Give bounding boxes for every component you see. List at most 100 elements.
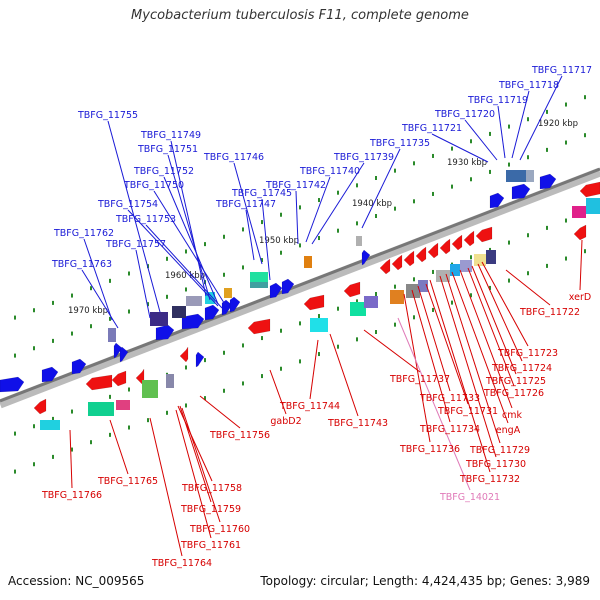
gene-label-forward: TBFG_11749	[140, 130, 201, 141]
forward-gene-arrow	[113, 342, 123, 359]
gene-label-reverse: TBFG_11729	[469, 445, 530, 456]
tick-mark	[299, 243, 301, 248]
reverse-gene-arrow	[85, 374, 113, 391]
leader-line	[181, 407, 221, 523]
reverse-gene-arrow	[33, 398, 47, 415]
leader-line	[109, 419, 129, 475]
leader-line	[261, 198, 271, 281]
tick-mark	[128, 425, 130, 430]
tick-mark	[337, 228, 339, 233]
reverse-gene-arrow	[579, 181, 600, 198]
tick-mark	[375, 330, 377, 334]
tick-mark	[375, 176, 377, 180]
gene-label-forward: TBFG_11751	[137, 144, 198, 155]
gene-label-reverse: TBFG_11761	[180, 540, 241, 551]
feature-block	[506, 170, 526, 182]
feature-block	[186, 296, 202, 306]
gene-label-forward: TBFG_11718	[498, 80, 559, 91]
leader-line	[477, 263, 523, 362]
tick-mark	[470, 255, 472, 260]
tick-mark	[318, 236, 320, 241]
tick-mark	[432, 191, 434, 196]
kbp-label: 1960 kbp	[165, 271, 205, 281]
gene-label-forward: TBFG_11740	[299, 166, 360, 177]
leader-line	[481, 261, 529, 347]
feature-block	[526, 170, 534, 182]
forward-gene-arrow	[71, 358, 87, 375]
kbp-label: 1950 kbp	[259, 236, 299, 246]
tick-mark	[204, 358, 206, 363]
gene-label-reverse: TBFG_11758	[181, 483, 242, 494]
tick-mark	[52, 416, 54, 421]
accession-text: Accession: NC_009565	[8, 574, 145, 588]
leader-line	[245, 209, 255, 261]
gene-label-reverse: TBFG_11725	[485, 376, 546, 387]
tick-mark	[33, 462, 35, 467]
forward-gene-arrow	[41, 366, 59, 383]
tick-mark	[413, 277, 415, 282]
tick-mark	[337, 344, 339, 349]
tick-mark	[185, 287, 187, 292]
reverse-gene-arrow	[179, 346, 189, 363]
map-title: Mycobacterium tuberculosis F11, complete…	[131, 8, 469, 23]
leader-line	[81, 269, 119, 329]
gene-label-reverse: TBFG_11756	[209, 430, 270, 441]
leader-line	[135, 249, 151, 319]
tick-mark	[356, 221, 358, 226]
tick-mark	[261, 220, 263, 225]
tick-mark	[432, 307, 434, 312]
feature-block	[486, 250, 496, 264]
tick-mark	[375, 292, 377, 296]
tick-mark	[280, 250, 282, 255]
gene-label-reverse: TBFG_11731	[437, 406, 498, 417]
leader-line	[170, 140, 207, 297]
leader-line	[429, 279, 491, 473]
leader-line	[175, 409, 212, 539]
tick-mark	[166, 410, 168, 415]
leader-line	[163, 176, 219, 305]
tick-mark	[299, 205, 301, 210]
gene-label-reverse: cmk	[502, 410, 522, 421]
kbp-label: 1920 kbp	[538, 119, 578, 129]
forward-gene-arrow	[204, 304, 220, 321]
tick-mark	[489, 247, 491, 252]
leader-line	[459, 269, 513, 409]
forward-gene-arrow	[489, 192, 505, 209]
feature-block	[310, 318, 328, 332]
forward-gene-arrow	[269, 282, 283, 299]
feature-block	[572, 206, 586, 218]
reverse-gene-arrow	[379, 258, 391, 275]
tick-mark	[584, 249, 586, 254]
tick-mark	[413, 199, 415, 204]
kbp-label: 1970 kbp	[68, 306, 108, 316]
forward-gene-arrow	[281, 278, 295, 295]
tick-mark	[242, 343, 244, 348]
tick-mark	[185, 249, 187, 254]
gene-label-forward: TBFG_11739	[333, 152, 394, 163]
tick-mark	[90, 324, 92, 329]
tick-mark	[185, 365, 187, 370]
tick-mark	[413, 315, 415, 320]
forward-gene-arrow	[119, 346, 129, 363]
gene-label-forward: TBFG_11763	[51, 259, 112, 270]
tick-mark	[508, 240, 510, 245]
gene-label-forward: TBFG_11750	[123, 180, 184, 191]
gene-label-reverse: TBFG_11726	[483, 388, 544, 399]
tick-mark	[33, 346, 35, 351]
tick-mark	[584, 133, 586, 138]
tick-mark	[565, 140, 567, 145]
tick-mark	[128, 271, 130, 276]
tick-mark	[546, 263, 548, 268]
tick-marks	[14, 95, 586, 474]
tick-mark	[451, 146, 453, 151]
tick-mark	[242, 265, 244, 270]
tick-mark	[280, 366, 282, 371]
leader-line	[177, 405, 213, 482]
leader-line	[149, 417, 183, 557]
reverse-gene-arrow	[303, 294, 325, 311]
tick-mark	[584, 95, 586, 100]
gene-label-reverse: engA	[496, 425, 521, 436]
tick-mark	[470, 177, 472, 182]
gene-label-reverse: TBFG_11733	[419, 393, 480, 404]
tick-mark	[489, 131, 491, 136]
